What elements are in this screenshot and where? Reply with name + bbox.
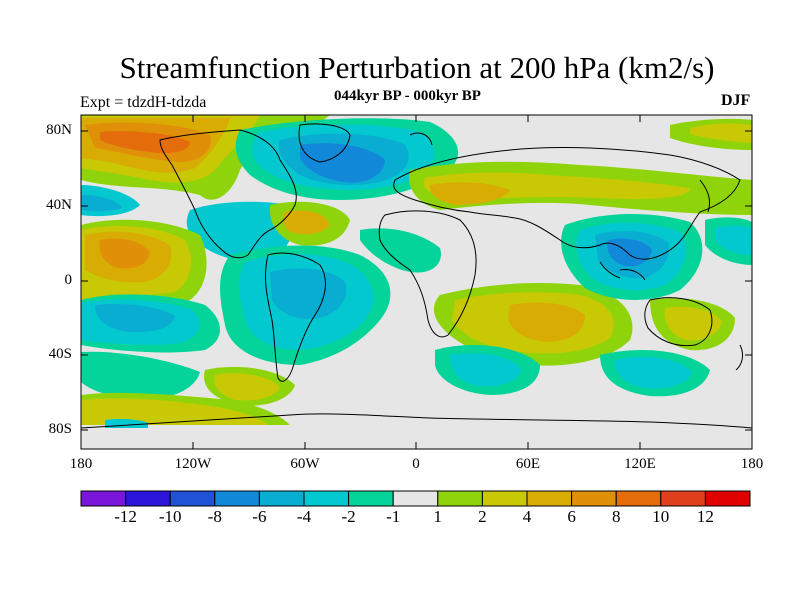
field-region — [690, 123, 752, 143]
colorbar-label: 1 — [433, 507, 443, 526]
coast-south-america — [264, 252, 326, 382]
field-region — [99, 238, 150, 269]
colorbar-swatch — [258, 490, 305, 507]
latitude-label: 0 — [64, 272, 73, 288]
plot-subtitle: 044kyr BP - 000kyr BP — [334, 88, 481, 104]
longitude-label: 120W — [174, 456, 212, 472]
plot-title: Streamfunction Perturbation at 200 hPa (… — [119, 50, 715, 85]
field-region — [186, 201, 294, 263]
field-region — [429, 182, 510, 205]
field-region — [81, 275, 130, 300]
colorbar-label: 2 — [478, 507, 487, 526]
colorbar-label: -8 — [207, 507, 222, 526]
experiment-label: Expt = tdzdH-tdzda — [80, 94, 207, 111]
coast-islands — [409, 132, 744, 371]
colorbar-swatch — [169, 490, 216, 507]
colorbar-swatch — [392, 490, 439, 507]
field-region — [508, 302, 585, 342]
latitude-label: 80N — [46, 122, 72, 138]
longitude-label: 180 — [69, 456, 93, 472]
coast-antarctica — [81, 413, 752, 429]
colorbar-label: -2 — [341, 507, 356, 526]
colorbar-swatch — [80, 490, 127, 507]
coast-greenland — [298, 123, 351, 163]
colorbar-swatch — [615, 490, 662, 507]
colorbar-label: -10 — [158, 507, 182, 526]
colorbar-swatch — [660, 490, 706, 507]
field-region — [664, 306, 722, 341]
field-region — [214, 373, 280, 401]
streamfunction-field — [81, 115, 752, 449]
colorbar-swatch — [303, 490, 350, 507]
field-region — [81, 351, 200, 400]
colorbar-swatch — [214, 490, 260, 507]
latitude-label: 40S — [48, 346, 72, 362]
colorbar-swatch — [704, 490, 751, 507]
field-region — [282, 210, 330, 235]
field-region — [615, 356, 692, 389]
field-region — [95, 304, 175, 333]
colorbar — [80, 490, 751, 507]
colorbar-swatch — [526, 490, 573, 507]
season-label: DJF — [721, 92, 751, 109]
colorbar-label: -6 — [252, 507, 267, 526]
field-region — [715, 225, 752, 255]
coastlines — [81, 123, 752, 429]
field-region — [270, 268, 347, 320]
colorbar-label: -1 — [386, 507, 401, 526]
coast-north-america — [159, 129, 297, 259]
colorbar-swatch — [348, 490, 394, 507]
colorbar-label: 8 — [611, 507, 621, 526]
longitude-label: 60W — [290, 456, 320, 472]
coast-eurasia — [393, 147, 741, 260]
colorbar-label: -12 — [114, 507, 137, 526]
latitude-label: 80S — [48, 421, 72, 437]
colorbar-label: -4 — [296, 507, 312, 526]
colorbar-label: 4 — [522, 507, 532, 526]
field-region — [81, 398, 268, 425]
field-region — [300, 143, 385, 183]
colorbar-label: 6 — [567, 507, 576, 526]
coast-africa — [378, 210, 477, 338]
longitude-label: 0 — [412, 456, 420, 472]
colorbar-label: 12 — [696, 507, 714, 526]
colorbar-label: 10 — [652, 507, 670, 526]
field-region — [450, 353, 522, 387]
coast-australia — [644, 297, 713, 347]
longitude-label: 180 — [740, 456, 764, 472]
field-region — [81, 195, 122, 212]
longitude-label: 60E — [515, 456, 541, 472]
colorbar-swatch — [437, 490, 483, 507]
latitude-label: 40N — [46, 197, 72, 213]
field-region — [100, 131, 190, 154]
colorbar-swatch — [481, 490, 528, 507]
colorbar-swatch — [571, 490, 617, 507]
colorbar-swatch — [125, 490, 171, 507]
axis-ticks — [80, 115, 753, 449]
longitude-label: 120E — [624, 456, 656, 472]
